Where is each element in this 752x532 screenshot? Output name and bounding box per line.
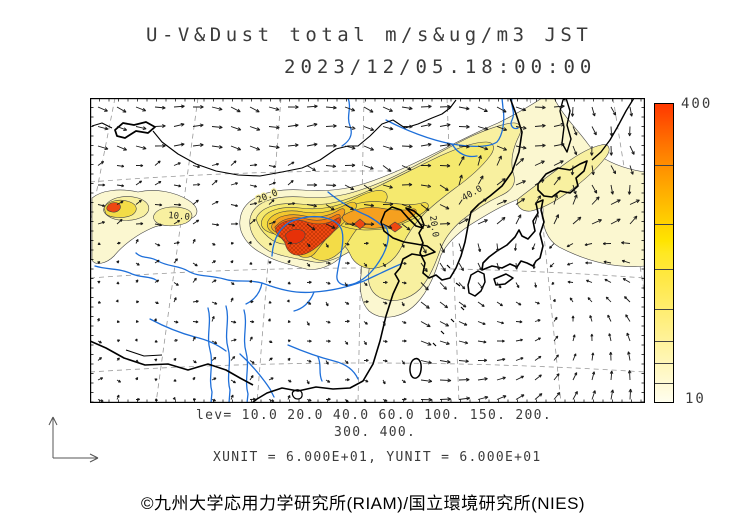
border-nepal xyxy=(125,349,163,357)
credit-text: ©九州大学応用力学研究所(RIAM)/国立環境研究所(NIES) xyxy=(141,494,586,513)
colorbar-tick xyxy=(655,363,673,365)
river-yellow xyxy=(271,216,389,286)
river-red xyxy=(239,353,275,398)
axes-indicator xyxy=(48,416,99,463)
contour-levels-line1: lev= 10.0 20.0 40.0 60.0 100. 150. 200. xyxy=(196,408,552,423)
coast-taiwan xyxy=(409,357,422,379)
contour-300-hatch xyxy=(275,217,341,256)
wind-arrows-layer xyxy=(96,104,640,403)
coast-shikoku xyxy=(493,273,514,286)
weather-map: 40.020.020.010.0 xyxy=(90,98,645,403)
coast-honshu xyxy=(481,199,545,271)
y-axis-arrow xyxy=(48,416,58,458)
wind-arrows xyxy=(96,104,640,403)
river-nchina xyxy=(327,191,382,226)
river-pearl-branch xyxy=(317,356,323,382)
coast-kyushu xyxy=(467,270,486,297)
border-lake-knot xyxy=(114,121,156,139)
river-sw2 xyxy=(225,305,231,403)
river-sw1 xyxy=(207,307,213,403)
borders-layer xyxy=(90,99,457,386)
contour-core xyxy=(285,229,306,245)
river-yangtze xyxy=(135,252,402,294)
dust-contours-layer xyxy=(91,98,645,318)
colorbar-tick xyxy=(655,269,673,270)
river-yangtze-trib1 xyxy=(293,291,315,312)
river-yangtze-trib2 xyxy=(245,282,263,305)
plot-title: U-V&Dust total m/s&ug/m3 JST xyxy=(146,24,593,46)
coastline-layer xyxy=(251,98,635,403)
river-headwaters xyxy=(94,265,157,281)
colorbar-tick xyxy=(655,308,673,310)
west-blob-20b xyxy=(153,206,193,227)
river-plateau xyxy=(149,318,227,352)
river-pearl xyxy=(287,344,359,380)
contour-value-label: 20.0 xyxy=(427,215,440,238)
islands-ryukyu xyxy=(432,264,465,347)
river-nw xyxy=(341,98,352,147)
vector-units-text: XUNIT = 6.000E+01, YUNIT = 6.000E+01 xyxy=(213,450,542,465)
colorbar-tick xyxy=(655,164,673,166)
river-amur-trib xyxy=(451,143,478,158)
plot-datetime: 2023/12/05.18:00:00 xyxy=(284,56,597,78)
colorbar-tick xyxy=(655,383,673,385)
colorbar xyxy=(654,103,674,403)
map-area: 40.0 20.0 20.0 10.0 xyxy=(90,98,645,403)
frame-ticks xyxy=(90,98,645,403)
colorbar-tick xyxy=(655,340,673,342)
river-sw3 xyxy=(243,309,249,403)
coast-mainland-korea-china xyxy=(251,98,523,403)
coast-hainan xyxy=(291,389,303,400)
x-axis-arrow xyxy=(53,453,99,463)
west-blob-red xyxy=(106,202,121,213)
border-mongolia xyxy=(152,99,457,177)
border-west-edge xyxy=(91,122,113,129)
border-himalaya xyxy=(90,340,254,386)
colorbar-max-label: 400 xyxy=(681,96,713,112)
red-spot-east-2 xyxy=(387,221,403,233)
coast-hokkaido xyxy=(537,160,588,198)
colorbar-min-label: 10 xyxy=(685,391,706,407)
contour-value-label: 10.0 xyxy=(168,211,190,223)
colorbar-tick xyxy=(655,224,673,226)
contour-levels-line2: 300. 400. xyxy=(334,425,417,440)
map-frame xyxy=(90,98,645,403)
coast-kuril xyxy=(591,98,635,161)
